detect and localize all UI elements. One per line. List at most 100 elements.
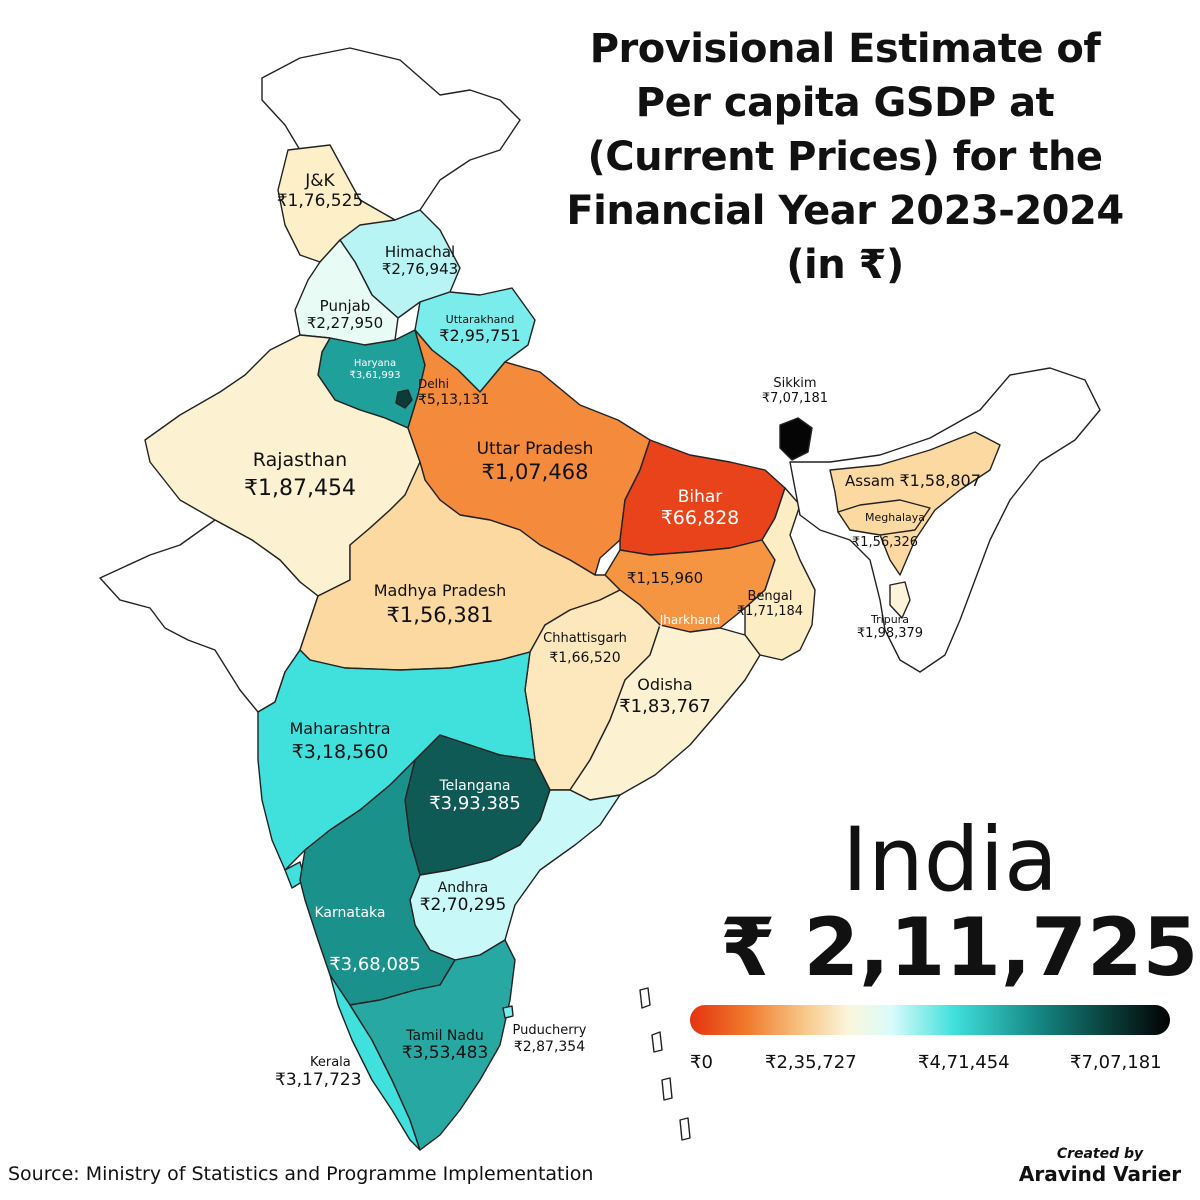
label-tamilnadu-name: Tamil Nadu bbox=[406, 1028, 484, 1044]
region-karnataka bbox=[299, 759, 456, 1006]
region-tripura bbox=[889, 581, 911, 619]
label-bengal: Bengal ₹1,71,184 bbox=[725, 589, 815, 620]
source-note: Source: Ministry of Statistics and Progr… bbox=[8, 1163, 594, 1185]
label-meghalaya: Meghalaya bbox=[850, 511, 940, 525]
title-line-5: (in ₹) bbox=[786, 242, 904, 288]
label-mp: Madhya Pradesh ₹1,56,381 bbox=[360, 581, 520, 632]
label-puducherry-name: Puducherry bbox=[512, 1023, 587, 1038]
label-kerala-value: ₹3,17,723 bbox=[275, 1069, 362, 1090]
label-andhra-name: Andhra bbox=[437, 880, 489, 896]
legend-tick-min: ₹0 bbox=[690, 1052, 713, 1073]
label-karnataka-val: ₹3,68,085 bbox=[320, 954, 430, 976]
label-odisha-name: Odisha bbox=[637, 675, 693, 694]
region-bengal bbox=[744, 487, 816, 661]
label-tamilnadu: Tamil Nadu ₹3,53,483 bbox=[395, 1028, 495, 1064]
credit: Created by Aravind Varier bbox=[1010, 1146, 1190, 1186]
label-puducherry-value: ₹2,87,354 bbox=[513, 1038, 586, 1055]
map-title: Provisional Estimate of Per capita GSDP … bbox=[560, 22, 1130, 292]
label-meghalaya-val: ₹1,56,326 bbox=[835, 535, 935, 551]
label-himachal-value: ₹2,76,943 bbox=[381, 260, 459, 279]
label-puducherry: Puducherry ₹2,87,354 bbox=[502, 1023, 597, 1055]
label-punjab: Punjab ₹2,27,950 bbox=[295, 297, 395, 333]
label-jk-value: ₹1,76,525 bbox=[276, 190, 364, 211]
label-uttarakhand: Uttarakhand ₹2,95,751 bbox=[425, 313, 535, 345]
label-delhi: Delhi ₹5,13,131 bbox=[418, 377, 503, 408]
label-uttarakhand-name: Uttarakhand bbox=[445, 313, 515, 326]
credit-label: Created by bbox=[1056, 1146, 1144, 1162]
label-punjab-name: Punjab bbox=[319, 297, 371, 315]
region-sikkim bbox=[779, 417, 813, 461]
label-himachal: Himachal ₹2,76,943 bbox=[370, 243, 470, 279]
label-kerala-name: Kerala bbox=[310, 1055, 351, 1070]
label-up-value: ₹1,07,468 bbox=[481, 459, 589, 484]
label-punjab-value: ₹2,27,950 bbox=[306, 314, 384, 333]
label-odisha: Odisha ₹1,83,767 bbox=[610, 675, 720, 720]
label-jk-name: J&K bbox=[305, 171, 335, 191]
label-jharkhand-value: ₹1,15,960 bbox=[626, 569, 704, 587]
label-sikkim-value: ₹7,07,181 bbox=[761, 390, 829, 406]
label-chhattisgarh-value: ₹1,66,520 bbox=[549, 649, 621, 666]
label-meghalaya-name: Meghalaya bbox=[864, 511, 925, 524]
label-himachal-name: Himachal bbox=[384, 243, 456, 261]
label-sikkim-name: Sikkim bbox=[773, 376, 817, 391]
label-tripura: Tripura ₹1,98,379 bbox=[840, 613, 940, 642]
label-rajasthan: Rajasthan ₹1,87,454 bbox=[225, 449, 375, 505]
label-karnataka: Karnataka bbox=[310, 905, 390, 921]
label-up: Uttar Pradesh ₹1,07,468 bbox=[460, 439, 610, 484]
label-karnataka-value: ₹3,68,085 bbox=[329, 954, 421, 975]
title-line-1: Provisional Estimate of bbox=[589, 26, 1101, 72]
legend-tick-max: ₹7,07,181 bbox=[1070, 1052, 1162, 1073]
label-andhra: Andhra ₹2,70,295 bbox=[408, 880, 518, 916]
label-delhi-value: ₹5,13,131 bbox=[418, 391, 490, 408]
title-line-2: Per capita GSDP at bbox=[635, 80, 1055, 126]
label-jharkhand-value-box: ₹1,15,960 bbox=[620, 569, 710, 587]
label-bihar-name: Bihar bbox=[677, 487, 723, 507]
title-line-4: Financial Year 2023-2024 bbox=[566, 188, 1124, 234]
island-andaman-4 bbox=[679, 1117, 691, 1141]
label-telangana-name: Telangana bbox=[439, 778, 511, 794]
label-jk: J&K ₹1,76,525 bbox=[275, 171, 365, 211]
label-haryana: Haryana ₹3,61,993 bbox=[340, 358, 410, 381]
label-meghalaya-value: ₹1,56,326 bbox=[851, 535, 919, 550]
label-rajasthan-name: Rajasthan bbox=[252, 449, 348, 471]
country-name: India bbox=[842, 808, 1058, 911]
label-kerala: Kerala ₹3,17,723 bbox=[275, 1055, 375, 1090]
region-meghalaya bbox=[837, 499, 931, 536]
label-telangana-value: ₹3,93,385 bbox=[429, 793, 521, 815]
label-telangana: Telangana ₹3,93,385 bbox=[420, 778, 530, 815]
region-tamilnadu bbox=[349, 939, 516, 1151]
label-mp-name: Madhya Pradesh bbox=[373, 581, 507, 600]
label-rajasthan-value: ₹1,87,454 bbox=[244, 475, 356, 501]
label-assam-name: Assam bbox=[845, 472, 895, 490]
label-maharashtra: Maharashtra ₹3,18,560 bbox=[280, 719, 400, 767]
label-karnataka-name: Karnataka bbox=[314, 905, 386, 921]
legend-tick-1: ₹2,35,727 bbox=[765, 1052, 857, 1073]
label-assam: Assam ₹1,58,807 bbox=[845, 471, 1005, 490]
label-jharkhand-name: Jharkhand bbox=[659, 613, 721, 627]
label-tripura-value: ₹1,98,379 bbox=[856, 625, 924, 641]
label-bengal-name: Bengal bbox=[747, 589, 793, 604]
label-up-name: Uttar Pradesh bbox=[476, 439, 594, 459]
label-andhra-value: ₹2,70,295 bbox=[419, 895, 507, 916]
label-maharashtra-value: ₹3,18,560 bbox=[291, 741, 389, 764]
label-bihar: Bihar ₹66,828 bbox=[650, 487, 750, 529]
label-chhattisgarh: Chhattisgarh ₹1,66,520 bbox=[535, 631, 635, 669]
label-bengal-value: ₹1,71,184 bbox=[736, 603, 804, 619]
label-sikkim: Sikkim ₹7,07,181 bbox=[750, 376, 840, 407]
credit-author: Aravind Varier bbox=[1018, 1162, 1182, 1186]
label-uttarakhand-value: ₹2,95,751 bbox=[439, 325, 521, 345]
island-andaman-3 bbox=[661, 1077, 673, 1101]
legend-color-scale bbox=[690, 1005, 1170, 1035]
region-odisha bbox=[569, 624, 761, 801]
region-northeast bbox=[789, 367, 1101, 673]
island-andaman-2 bbox=[651, 1031, 663, 1053]
label-tamilnadu-value: ₹3,53,483 bbox=[401, 1043, 489, 1064]
legend-tick-2: ₹4,71,454 bbox=[918, 1052, 1010, 1073]
title-line-3: (Current Prices) for the bbox=[587, 134, 1103, 180]
label-bihar-value: ₹66,828 bbox=[660, 506, 740, 529]
label-tripura-name: Tripura bbox=[871, 613, 909, 626]
label-delhi-name: Delhi bbox=[418, 377, 449, 391]
label-mp-value: ₹1,56,381 bbox=[386, 603, 494, 628]
label-maharashtra-name: Maharashtra bbox=[289, 719, 391, 738]
